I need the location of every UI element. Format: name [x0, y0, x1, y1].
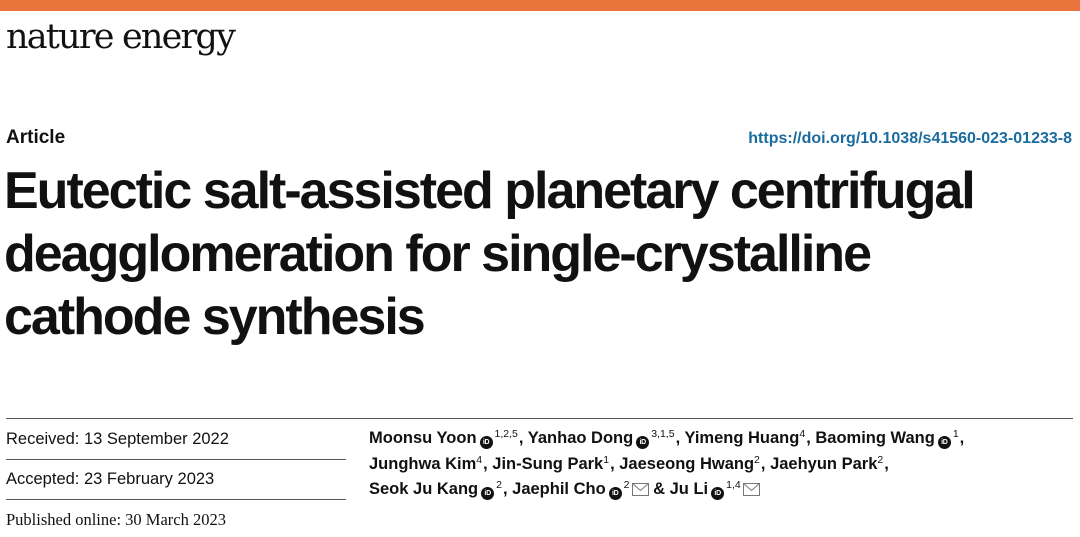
divider: [6, 499, 346, 500]
author-name[interactable]: Jaeseong Hwang: [619, 454, 755, 473]
orcid-icon[interactable]: iD: [636, 436, 650, 449]
accepted-date: Accepted: 23 February 2023: [6, 469, 214, 489]
affiliation: 2: [623, 479, 630, 491]
affiliation: 4: [476, 453, 483, 466]
author-name[interactable]: Moonsu Yoon: [369, 429, 477, 447]
title-line: cathode synthesis: [4, 288, 426, 346]
author[interactable]: Ju Li iD1,4: [669, 479, 760, 500]
affiliation: 2: [754, 453, 760, 466]
journal-name[interactable]: nature energy: [6, 17, 236, 57]
author-name[interactable]: Ju Li: [669, 480, 709, 498]
author[interactable]: Junghwa Kim4: [369, 453, 483, 473]
author[interactable]: Yanhao Dong iD3,1,5: [527, 428, 676, 449]
affiliation: 4: [799, 428, 806, 440]
author-name[interactable]: Jaephil Cho: [512, 480, 606, 498]
email-icon[interactable]: [631, 483, 649, 496]
author-name[interactable]: Jin-Sung Park: [492, 454, 604, 473]
article-type: Article: [6, 127, 66, 148]
received-date: Received: 13 September 2022: [6, 429, 229, 449]
author-line: Moonsu Yoon iD1,2,5, Yanhao Dong iD3,1,5, …: [369, 428, 965, 449]
title-line: deagglomeration for single-crystalline: [4, 225, 872, 283]
article-title: Eutectic salt-assisted planetary centrif…: [4, 160, 976, 349]
author-line: Seok Ju Kang iD2, Jaephil Cho iD2 & Ju Li i…: [369, 477, 1069, 503]
affiliation: 2: [877, 453, 884, 466]
author[interactable]: Jaephil Cho iD2: [512, 479, 649, 500]
author[interactable]: Jaehyun Park2: [770, 453, 884, 473]
received-label: Received:: [6, 430, 84, 448]
author[interactable]: Seok Ju Kang iD2: [369, 479, 503, 500]
published-date: Published online: 30 March 2023: [6, 510, 226, 529]
doi-link[interactable]: https://doi.org/10.1038/s41560-023-01233…: [748, 130, 1072, 147]
author[interactable]: Baoming Wang iD1: [815, 428, 959, 449]
affiliation: 1,2,5: [494, 428, 518, 440]
orcid-icon[interactable]: iD: [711, 487, 725, 500]
affiliation: 2: [496, 479, 502, 491]
author-name[interactable]: Seok Ju Kang: [369, 480, 479, 498]
author-line: Junghwa Kim4, Jin-Sung Park1, Jaeseong H…: [369, 453, 889, 473]
author-list: Moonsu Yoon iD1,2,5, Yanhao Dong iD3,1,5, …: [369, 426, 1069, 503]
divider: [6, 418, 1073, 419]
author-name[interactable]: Jaehyun Park: [770, 454, 878, 473]
accepted-label: Accepted:: [6, 470, 84, 488]
orcid-icon[interactable]: iD: [481, 487, 495, 500]
orcid-icon[interactable]: iD: [937, 436, 951, 449]
author[interactable]: Yimeng Huang4: [684, 429, 806, 447]
author-name[interactable]: Baoming Wang: [815, 429, 935, 447]
received-value: 13 September 2022: [83, 430, 229, 448]
and-separator: &: [653, 480, 666, 498]
email-icon[interactable]: [742, 483, 760, 496]
author[interactable]: Jin-Sung Park1: [492, 453, 610, 473]
author-name[interactable]: Yanhao Dong: [527, 429, 634, 447]
journal-accent-bar: [0, 0, 1080, 11]
author[interactable]: Jaeseong Hwang2: [619, 453, 761, 473]
orcid-icon[interactable]: iD: [479, 436, 493, 449]
author[interactable]: Moonsu Yoon iD1,2,5: [369, 428, 519, 449]
affiliation: 3,1,5: [651, 428, 675, 440]
orcid-icon[interactable]: iD: [608, 487, 622, 500]
divider: [6, 459, 346, 460]
author-name[interactable]: Junghwa Kim: [369, 454, 477, 473]
affiliation: 1: [952, 428, 959, 440]
title-line: Eutectic salt-assisted planetary centrif…: [4, 162, 976, 220]
author-name[interactable]: Yimeng Huang: [684, 429, 800, 447]
affiliation: 1: [603, 453, 610, 466]
affiliation: 1,4: [726, 479, 741, 491]
accepted-value: 23 February 2023: [83, 470, 215, 488]
